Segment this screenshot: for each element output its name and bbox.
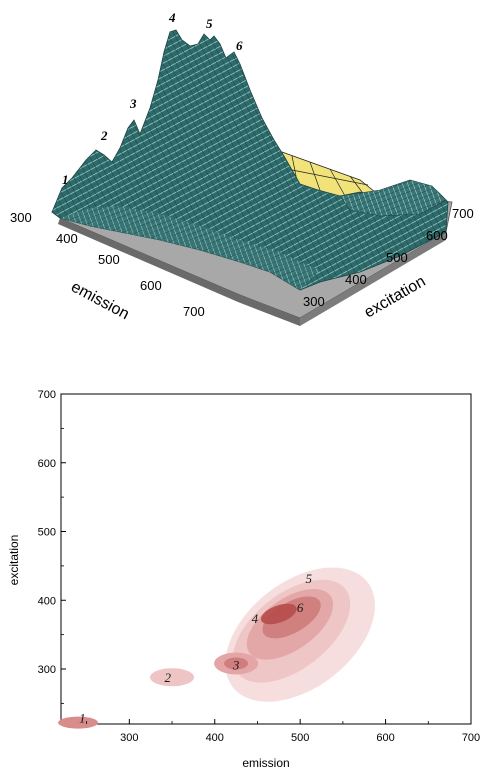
emission-tick-500: 500 (98, 252, 120, 267)
contour-band-3 (246, 588, 334, 660)
contour-ytick-label: 300 (38, 664, 56, 676)
contour-ylabel: excitation (7, 535, 21, 586)
contour-peak-label-1: 1 (79, 711, 86, 726)
emission-axis-label-3d: emission (68, 279, 132, 324)
contour-band-2 (233, 579, 351, 683)
peak-label-5: 5 (206, 16, 213, 31)
contour-peak-labels: 1 2 3 4 56 (79, 571, 312, 726)
contour-xtick-label: 700 (462, 732, 480, 744)
excitation-tick-700: 700 (452, 206, 474, 221)
surface-ridge-small (339, 179, 447, 217)
contour-xtick-label: 400 (206, 732, 224, 744)
excitation-tick-600: 600 (426, 228, 448, 243)
excitation-tick-400: 400 (345, 272, 367, 287)
contour-ytick-label: 700 (38, 389, 56, 401)
contour-ytick-label: 600 (38, 458, 56, 470)
contour-band-5 (260, 603, 297, 625)
surface-floor-edge (58, 218, 300, 326)
contour-peak-label-2: 2 (165, 670, 172, 685)
contour-xlabel: emission (242, 756, 289, 770)
contour-axes: 300 300 400 400 500 500 600 600 700 700 (38, 389, 481, 744)
contour-band-4 (262, 596, 321, 639)
contour-lobe-peak-2 (150, 668, 195, 687)
contour-peak-label-4: 4 (252, 611, 259, 626)
contour-ytick-label: 400 (38, 595, 56, 607)
surface-3d-chart: 1 2 3 4 5 6 300 400 500 600 700 emission… (10, 10, 474, 326)
contour-xtick-label: 600 (376, 732, 394, 744)
emission-tick-700: 700 (183, 304, 205, 319)
surface-mesh-front (60, 206, 320, 290)
contour-xtick-label: 300 (120, 732, 138, 744)
peak-label-6: 6 (236, 38, 243, 53)
contour-lobe-peak-3 (214, 652, 259, 675)
contour-band-1 (225, 567, 375, 702)
emission-tick-300: 300 (10, 210, 32, 225)
contour-lobe-peak-1 (58, 716, 99, 729)
contour-plot-area (60, 393, 472, 725)
emission-tick-400: 400 (56, 231, 78, 246)
contour-xtick-label: 500 (291, 732, 309, 744)
peak-label-3: 3 (129, 96, 137, 111)
surface-floor-edge-right (300, 232, 446, 326)
contour-peak-label-3: 3 (232, 658, 240, 673)
contour-fills (58, 567, 375, 729)
peak-label-4: 4 (168, 10, 176, 25)
peak-label-2: 2 (100, 128, 108, 143)
peak-label-1: 1 (62, 172, 69, 187)
contour-ytick-label: 500 (38, 527, 56, 539)
contour-core-peak-3 (224, 657, 249, 670)
contour-peak-label-6: 6 (297, 600, 304, 615)
contour-peak-label-5: 5 (305, 571, 312, 586)
emission-tick-600: 600 (140, 278, 162, 293)
excitation-tick-500: 500 (386, 250, 408, 265)
excitation-tick-300: 300 (303, 294, 325, 309)
